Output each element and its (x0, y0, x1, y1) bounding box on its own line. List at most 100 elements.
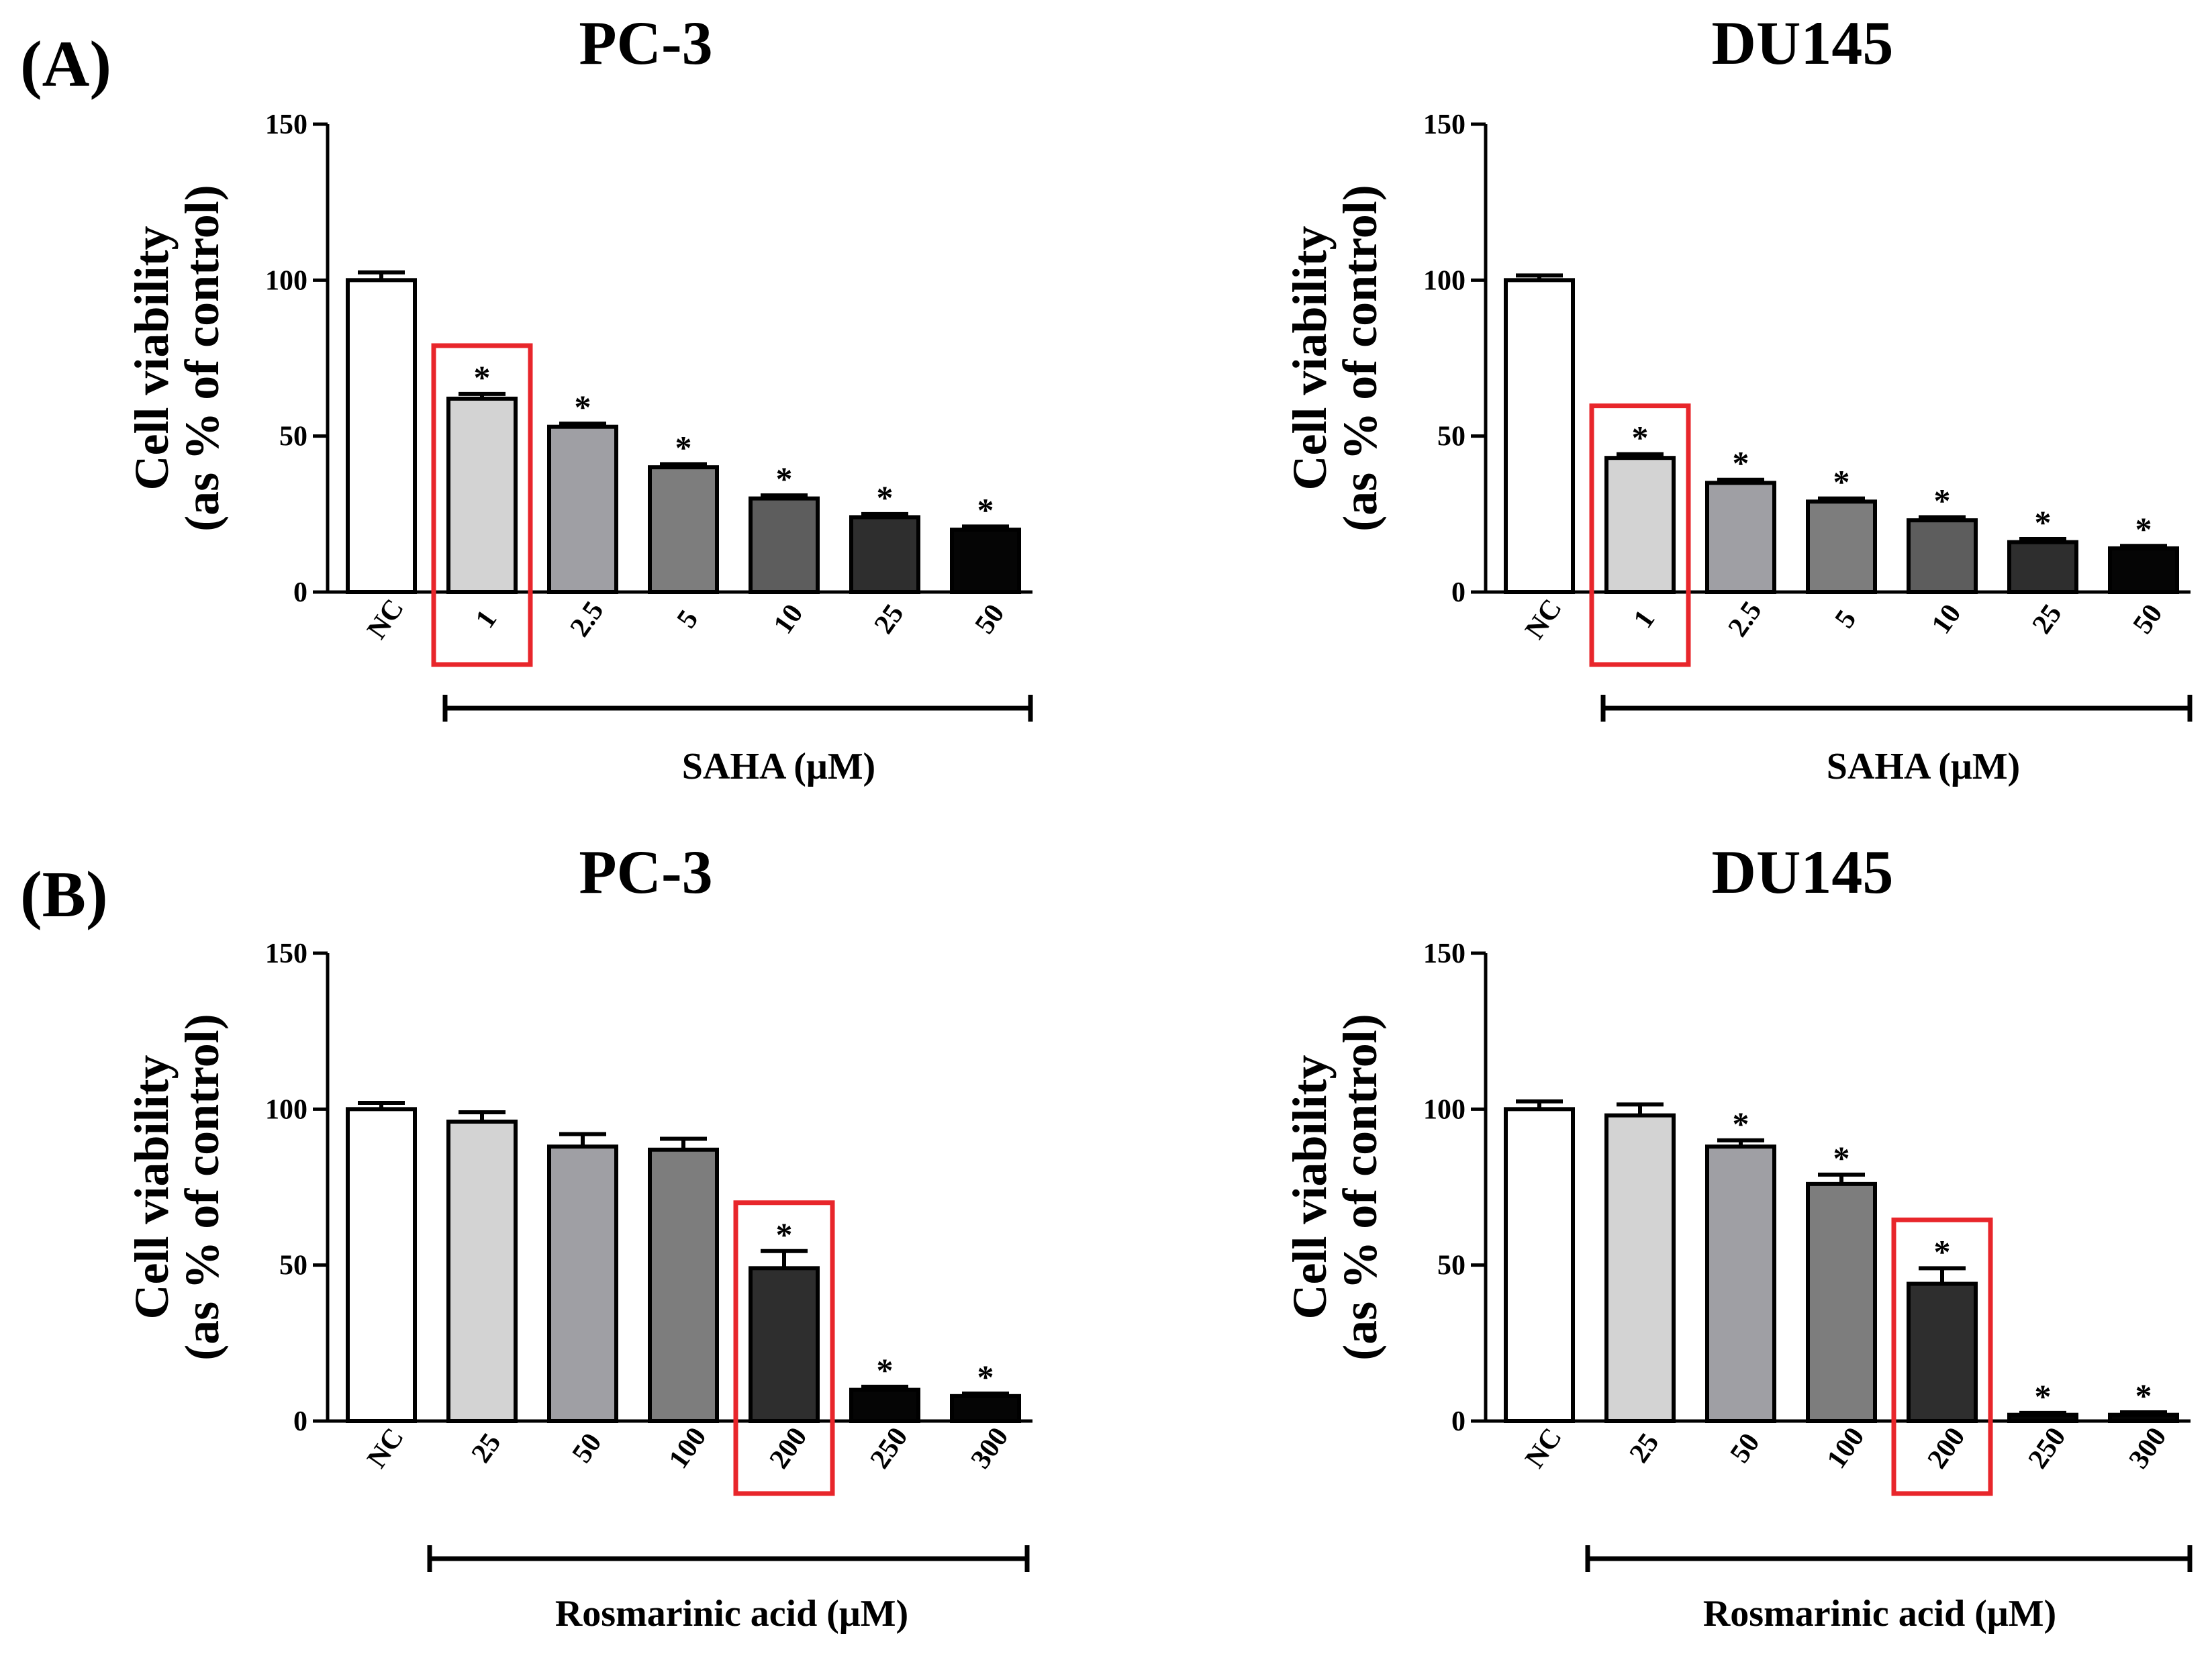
significance-marker: * (1733, 1105, 1749, 1142)
y-tick-label: 150 (1423, 109, 1465, 140)
significance-marker: * (1934, 1232, 1951, 1270)
bar-300 (950, 1394, 1021, 1423)
bar-10 (1907, 518, 1978, 594)
y-tick-label: 100 (265, 1094, 307, 1125)
x-tick-label-50: 50 (969, 599, 1011, 640)
x-tick-label-1: 1 (470, 605, 503, 634)
chart-4: DU145 Cell viability(as % of control) 0 50 1… (1283, 838, 2193, 1635)
x-tick-label-5: 5 (671, 605, 705, 634)
bar-NC (346, 1107, 417, 1424)
bar-200 (749, 1266, 820, 1424)
significance-marker: * (2135, 510, 2152, 548)
y-axis-label-line1: Cell viability (1283, 226, 1337, 491)
bar-25 (2007, 540, 2078, 594)
significance-marker: * (776, 460, 793, 497)
x-tick-label-50: 50 (567, 1428, 608, 1469)
bar-2.5 (1705, 481, 1776, 594)
x-tick-label-25: 25 (869, 599, 910, 640)
x-tick-label-100: 100 (663, 1422, 713, 1474)
y-tick-label: 150 (1423, 938, 1465, 969)
x-tick-label-NC: NC (1519, 593, 1568, 644)
y-tick-label: 100 (265, 265, 307, 296)
bar-NC (1504, 1107, 1575, 1424)
significance-marker: * (2035, 1377, 2052, 1415)
chart-3: PC-3 Cell viability(as % of control) 0 50 10… (125, 838, 1032, 1635)
y-tick-label: 50 (1437, 422, 1465, 452)
y-tick-label: 0 (293, 1406, 307, 1437)
y-axis-label-line2: (as % of control) (175, 185, 229, 532)
chart-1: PC-3 Cell viability(as % of control) 0 50 10… (125, 9, 1033, 787)
bar-100 (648, 1147, 719, 1423)
bar-50 (1705, 1144, 1776, 1424)
bar-50 (950, 528, 1021, 594)
bar-1 (1604, 456, 1676, 595)
chart-title: PC-3 (579, 9, 712, 77)
significance-marker: * (776, 1216, 793, 1253)
significance-marker: * (877, 1351, 894, 1389)
x-tick-label-50: 50 (2127, 599, 2169, 640)
y-tick-label: 150 (265, 938, 307, 969)
bar-5 (1806, 499, 1877, 594)
bar-2.5 (547, 424, 618, 595)
treatment-label: SAHA (μM) (1827, 746, 2020, 787)
treatment-label: Rosmarinic acid (μM) (1703, 1593, 2056, 1635)
bar-25 (1604, 1113, 1676, 1424)
x-tick-label-2.5: 2.5 (565, 596, 610, 642)
y-tick-label: 150 (265, 109, 307, 140)
significance-marker: * (1934, 481, 1951, 519)
bar-50 (547, 1144, 618, 1424)
bar-300 (2108, 1412, 2179, 1424)
significance-marker: * (1833, 1139, 1850, 1177)
chart-title: PC-3 (579, 838, 712, 906)
y-tick-label: 50 (279, 1251, 307, 1281)
y-tick-label: 0 (293, 577, 307, 608)
x-tick-label-300: 300 (2123, 1422, 2173, 1474)
significance-marker: * (474, 358, 491, 396)
treatment-label: Rosmarinic acid (μM) (555, 1593, 908, 1635)
x-tick-label-250: 250 (865, 1422, 914, 1474)
y-axis-label-line1: Cell viability (125, 1055, 179, 1320)
significance-marker: * (2035, 503, 2052, 541)
y-axis-label-line2: (as % of control) (1333, 185, 1387, 532)
x-tick-label-NC: NC (1519, 1422, 1568, 1473)
bar-25 (446, 1119, 518, 1424)
y-tick-label: 100 (1423, 1094, 1465, 1125)
x-tick-label-200: 200 (1922, 1422, 1972, 1474)
y-tick-label: 0 (1451, 1406, 1465, 1437)
x-tick-label-1: 1 (1628, 605, 1662, 634)
x-tick-label-300: 300 (965, 1422, 1015, 1474)
bar-1 (446, 396, 518, 594)
x-tick-label-25: 25 (466, 1428, 508, 1469)
chart-2: DU145 Cell viability(as % of control) 0 50 1… (1283, 9, 2193, 787)
highlight-box (1891, 1217, 1993, 1496)
bar-250 (849, 1387, 920, 1424)
bar-NC (346, 278, 417, 594)
x-tick-label-10: 10 (1926, 599, 1968, 640)
highlight-box (1589, 403, 1691, 667)
x-tick-label-25: 25 (1624, 1428, 1666, 1469)
bar-NC (1504, 278, 1575, 594)
panel-label-b: (B) (20, 859, 108, 931)
x-tick-label-50: 50 (1725, 1428, 1766, 1469)
bar-50 (2108, 546, 2179, 594)
x-tick-label-2.5: 2.5 (1723, 596, 1768, 642)
highlight-box (733, 1200, 835, 1496)
bar-5 (648, 465, 719, 595)
treatment-label: SAHA (μM) (682, 746, 875, 787)
chart-title: DU145 (1712, 838, 1894, 906)
x-tick-label-25: 25 (2027, 599, 2068, 640)
chart-title: DU145 (1712, 9, 1894, 77)
x-tick-label-10: 10 (768, 599, 810, 640)
y-axis-label-line1: Cell viability (1283, 1055, 1337, 1320)
x-tick-label-200: 200 (764, 1422, 814, 1474)
y-axis-label-line2: (as % of control) (175, 1014, 229, 1361)
highlight-box (431, 343, 533, 667)
significance-marker: * (575, 388, 591, 426)
panel-label-a: (A) (20, 28, 111, 101)
bar-200 (1907, 1281, 1978, 1423)
significance-marker: * (1833, 463, 1850, 501)
significance-marker: * (977, 1358, 994, 1396)
x-tick-label-100: 100 (1821, 1422, 1871, 1474)
bar-25 (849, 515, 920, 594)
